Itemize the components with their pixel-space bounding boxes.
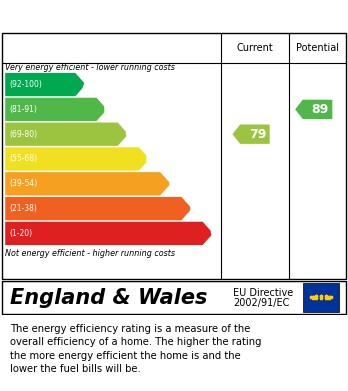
Polygon shape xyxy=(5,98,107,121)
Text: D: D xyxy=(145,152,157,166)
Text: F: F xyxy=(189,202,198,215)
Text: E: E xyxy=(167,177,177,191)
Text: 2002/91/EC: 2002/91/EC xyxy=(233,298,290,308)
Text: England & Wales: England & Wales xyxy=(10,287,208,307)
Text: (21-38): (21-38) xyxy=(9,204,37,213)
Text: (1-20): (1-20) xyxy=(9,229,32,238)
Text: EU Directive: EU Directive xyxy=(233,288,293,298)
Text: (55-68): (55-68) xyxy=(9,154,38,163)
Text: C: C xyxy=(125,127,135,141)
FancyBboxPatch shape xyxy=(303,283,339,312)
Text: 89: 89 xyxy=(312,103,329,116)
Polygon shape xyxy=(232,124,270,144)
Text: (39-54): (39-54) xyxy=(9,179,38,188)
Text: (81-91): (81-91) xyxy=(9,105,37,114)
Text: A: A xyxy=(82,77,93,91)
Text: (69-80): (69-80) xyxy=(9,130,38,139)
Polygon shape xyxy=(5,197,192,220)
Text: B: B xyxy=(103,102,114,117)
Text: 79: 79 xyxy=(249,128,266,141)
Text: The energy efficiency rating is a measure of the
overall efficiency of a home. T: The energy efficiency rating is a measur… xyxy=(10,324,262,374)
Text: Potential: Potential xyxy=(296,43,339,53)
Text: Energy Efficiency Rating: Energy Efficiency Rating xyxy=(10,9,220,23)
Text: (92-100): (92-100) xyxy=(9,80,42,89)
Text: Very energy efficient - lower running costs: Very energy efficient - lower running co… xyxy=(5,63,175,72)
Polygon shape xyxy=(5,172,171,196)
Polygon shape xyxy=(5,122,128,146)
Polygon shape xyxy=(5,147,149,170)
Polygon shape xyxy=(5,73,86,96)
Polygon shape xyxy=(5,222,213,245)
Text: Not energy efficient - higher running costs: Not energy efficient - higher running co… xyxy=(5,249,175,258)
Text: Current: Current xyxy=(237,43,273,53)
Text: G: G xyxy=(209,226,220,240)
Polygon shape xyxy=(295,100,332,119)
